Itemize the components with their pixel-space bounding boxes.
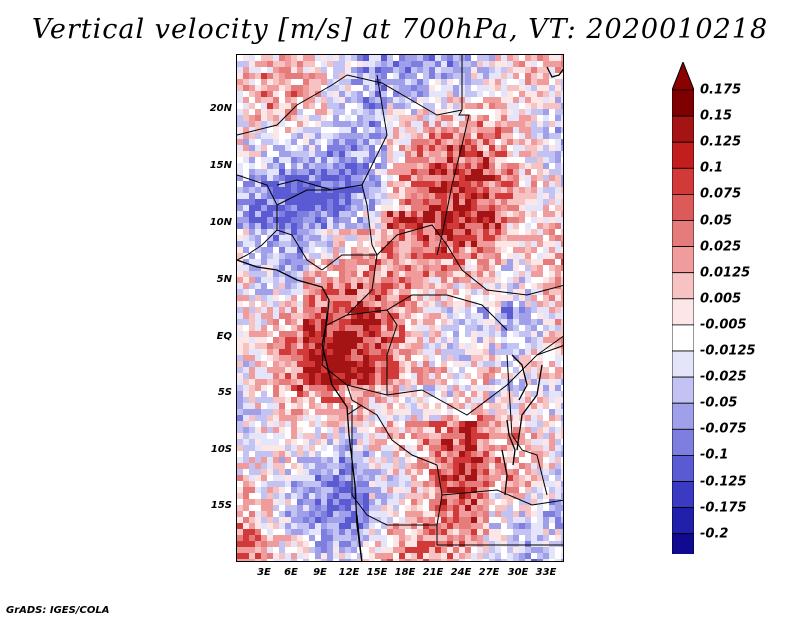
- colorbar-label: 0.15: [700, 108, 733, 124]
- lon-label-6E: 6E: [284, 567, 298, 578]
- colorbar-segment: [672, 272, 694, 300]
- lat-label-5S: 5S: [217, 387, 232, 398]
- colorbar-label: -0.075: [700, 421, 747, 437]
- colorbar-label: 0.075: [700, 186, 742, 202]
- colorbar-label: 0.175: [700, 82, 742, 98]
- lon-label-27E: 27E: [478, 567, 500, 578]
- colorbar-segment: [672, 507, 694, 535]
- colorbar-segment: [672, 428, 694, 456]
- lon-label-15E: 15E: [366, 567, 388, 578]
- grads-footer: GrADS: IGES/COLA: [6, 605, 110, 616]
- lat-label-5N: 5N: [216, 274, 232, 285]
- lon-label-18E: 18E: [394, 567, 416, 578]
- lon-label-24E: 24E: [450, 567, 472, 578]
- colorbar-label: 0.125: [700, 134, 742, 150]
- colorbar-label: -0.2: [700, 526, 729, 542]
- lat-label-10N: 10N: [209, 217, 232, 228]
- lon-label-9E: 9E: [313, 567, 327, 578]
- colorbar-label: 0.05: [700, 213, 733, 228]
- colorbar-segment: [672, 246, 694, 274]
- colorbar-label: -0.175: [700, 500, 747, 516]
- colorbar-segment: [672, 167, 694, 195]
- colorbar-label: 0.005: [700, 291, 742, 307]
- lon-label-3E: 3E: [257, 567, 271, 578]
- colorbar-segment: [672, 298, 694, 326]
- colorbar-label: -0.1: [700, 447, 729, 463]
- lon-label-33E: 33E: [535, 567, 557, 578]
- velocity-field: [237, 55, 563, 561]
- colorbar-label: 0.1: [700, 160, 724, 176]
- colorbar-label: -0.025: [700, 369, 747, 385]
- lon-label-21E: 21E: [422, 567, 444, 578]
- colorbar-segment: [672, 324, 694, 352]
- lon-label-12E: 12E: [338, 567, 360, 578]
- colorbar-segment: [672, 220, 694, 248]
- lat-label-10S: 10S: [210, 444, 232, 455]
- colorbar-top-arrow: [672, 62, 694, 91]
- colorbar-segment: [672, 376, 694, 404]
- colorbar-label: 0.0125: [700, 265, 751, 281]
- colorbar-segment: [672, 193, 694, 221]
- lat-label-15N: 15N: [209, 160, 232, 171]
- colorbar-segment: [672, 533, 694, 554]
- colorbar-label: -0.05: [700, 395, 738, 411]
- colorbar-label: -0.125: [700, 474, 747, 489]
- colorbar-segment: [672, 481, 694, 509]
- lat-label-15S: 15S: [210, 500, 232, 511]
- colorbar-segment: [672, 89, 694, 117]
- plot-title: Vertical velocity [m/s] at 700hPa, VT: 2…: [31, 14, 769, 45]
- colorbar-segment: [672, 454, 694, 482]
- colorbar-segment: [672, 350, 694, 378]
- lat-label-EQ: EQ: [216, 331, 232, 342]
- velocity-field-map: [237, 55, 563, 561]
- map-panel: [236, 54, 564, 562]
- lon-label-30E: 30E: [507, 567, 529, 578]
- colorbar-label: -0.0125: [700, 343, 756, 359]
- colorbar: [672, 62, 694, 554]
- colorbar-segment: [672, 115, 694, 143]
- country-borders: [237, 55, 563, 561]
- colorbar-segment: [672, 402, 694, 430]
- colorbar-label: 0.025: [700, 239, 742, 255]
- colorbar-segment: [672, 141, 694, 169]
- lat-label-20N: 20N: [209, 103, 232, 114]
- colorbar-label: -0.005: [700, 317, 747, 333]
